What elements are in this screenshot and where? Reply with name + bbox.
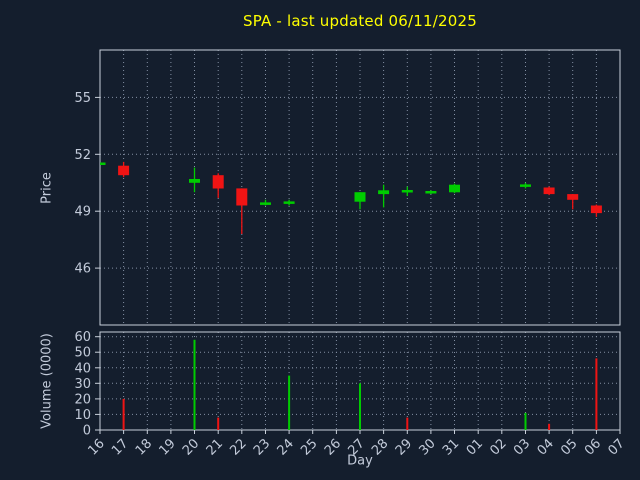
svg-text:16: 16 [86, 436, 108, 458]
svg-text:49: 49 [74, 205, 91, 220]
svg-text:10: 10 [74, 408, 91, 423]
svg-text:18: 18 [133, 436, 155, 458]
svg-text:0: 0 [83, 424, 91, 439]
svg-text:30: 30 [416, 436, 438, 458]
svg-text:04: 04 [535, 436, 557, 458]
svg-text:19: 19 [156, 436, 178, 458]
svg-text:02: 02 [487, 436, 509, 458]
svg-text:06: 06 [582, 436, 604, 458]
svg-text:20: 20 [180, 436, 202, 458]
chart-title: SPA - last updated 06/11/2025 [242, 12, 478, 30]
svg-text:31: 31 [440, 436, 462, 458]
svg-text:52: 52 [74, 148, 91, 163]
svg-text:17: 17 [109, 436, 131, 458]
svg-text:07: 07 [606, 436, 628, 458]
svg-text:22: 22 [227, 436, 249, 458]
svg-text:01: 01 [464, 436, 486, 458]
svg-text:30: 30 [74, 377, 91, 392]
svg-text:50: 50 [74, 346, 91, 361]
price-axis-label: Price [39, 172, 55, 204]
svg-text:03: 03 [511, 436, 533, 458]
svg-text:60: 60 [74, 330, 91, 345]
svg-text:05: 05 [558, 436, 580, 458]
svg-text:29: 29 [393, 436, 415, 458]
svg-text:46: 46 [74, 262, 91, 277]
svg-text:24: 24 [275, 436, 297, 458]
svg-text:26: 26 [322, 436, 344, 458]
day-axis-label: Day [347, 453, 373, 469]
svg-text:23: 23 [251, 436, 273, 458]
svg-text:55: 55 [74, 91, 91, 106]
svg-text:20: 20 [74, 392, 91, 407]
svg-text:40: 40 [74, 361, 91, 376]
svg-text:25: 25 [298, 436, 320, 458]
svg-text:21: 21 [204, 436, 226, 458]
volume-axis-label: Volume (0000) [39, 333, 55, 429]
